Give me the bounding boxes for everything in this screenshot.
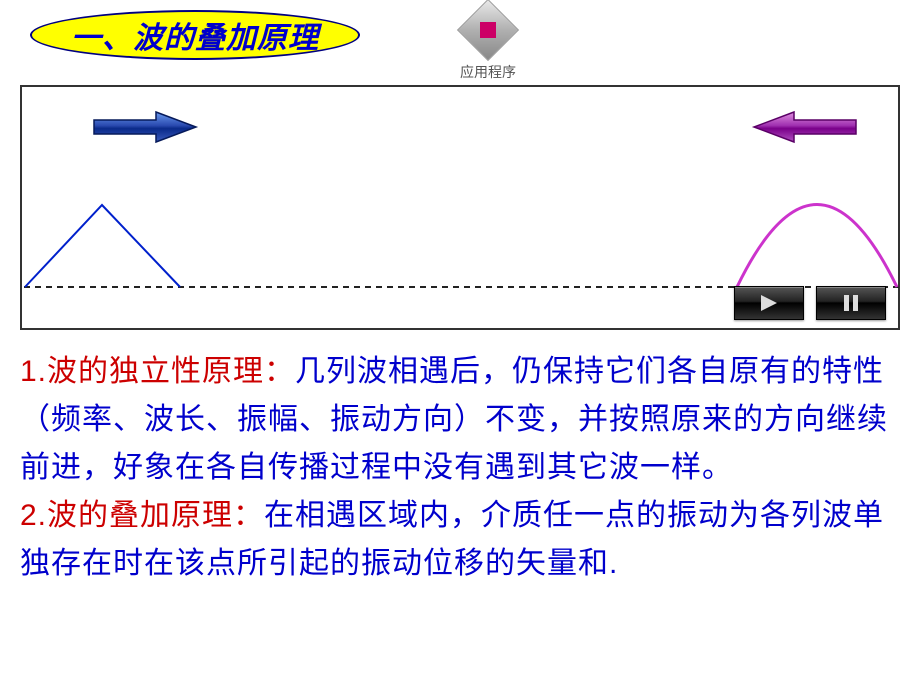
app-icon (457, 0, 519, 61)
wave-pulse-purple (737, 205, 897, 288)
wave-animation-panel (20, 85, 900, 330)
media-controls (734, 286, 886, 320)
principle-1-label: 1.波的独立性原理： (20, 355, 295, 388)
app-label: 应用程序 (460, 62, 516, 82)
principle-2-label: 2.波的叠加原理： (20, 499, 264, 532)
pause-icon (841, 294, 861, 312)
play-button[interactable] (734, 286, 804, 320)
play-icon (759, 294, 779, 312)
wave-pulse-blue (25, 205, 180, 287)
section-title-text: 一、波的叠加原理 (71, 13, 319, 57)
section-title-banner: 一、波的叠加原理 (30, 10, 360, 60)
app-shortcut[interactable]: 应用程序 (460, 8, 516, 82)
content-text: 1.波的独立性原理：几列波相遇后，仍保持它们各自原有的特性（频率、波长、振幅、振… (20, 348, 900, 588)
pause-button[interactable] (816, 286, 886, 320)
